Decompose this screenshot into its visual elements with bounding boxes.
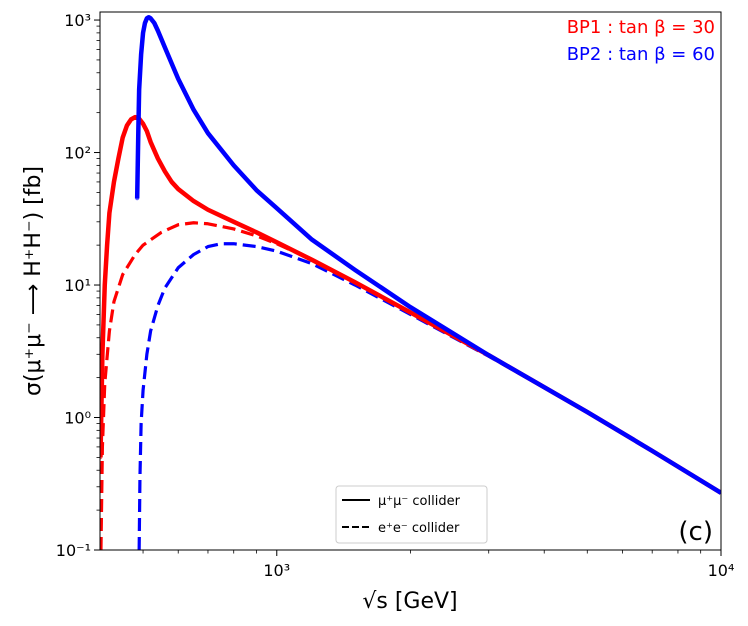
- threshold-point: [137, 87, 141, 92]
- x-tick-label: 10³: [263, 561, 290, 580]
- threshold-point: [139, 52, 143, 57]
- tick-layer: 10³ 10⁴ 10⁻¹ 10⁰ 10¹ 10² 10³: [56, 11, 735, 580]
- threshold-point: [100, 352, 105, 357]
- plot-frame: [99, 11, 722, 551]
- series-line-3: [137, 242, 721, 550]
- panel-label: (c): [678, 517, 713, 547]
- legend: μ⁺μ⁻ collider e⁺e⁻ collider: [335, 485, 488, 544]
- legend-box: [335, 485, 488, 544]
- series-layer: [100, 14, 721, 550]
- annotation-bp2: BP2 : tan β = 60: [567, 44, 715, 65]
- threshold-point: [102, 283, 107, 287]
- threshold-point: [100, 455, 103, 460]
- annotation-bp1: BP1 : tan β = 30: [567, 17, 715, 38]
- threshold-point: [135, 196, 139, 201]
- y-axis-label: σ(μ⁺μ⁻ ⟶ H⁺H⁻) [fb]: [21, 166, 46, 396]
- threshold-point: [141, 31, 145, 35]
- x-axis-label: √s [GeV]: [362, 589, 457, 614]
- threshold-point: [136, 127, 141, 132]
- y-tick-label: 10²: [64, 144, 91, 163]
- legend-label-ee: e⁺e⁻ collider: [378, 521, 460, 536]
- y-tick-label: 10³: [64, 11, 91, 30]
- x-tick-label: 10⁴: [708, 561, 735, 580]
- y-tick-label: 10⁰: [64, 409, 91, 428]
- y-tick-label: 10¹: [64, 276, 91, 295]
- series-line-0: [100, 114, 721, 495]
- threshold-point: [107, 211, 112, 215]
- legend-label-mumu: μ⁺μ⁻ collider: [378, 494, 461, 509]
- y-tick-label: 10⁻¹: [56, 541, 91, 560]
- threshold-point: [105, 243, 109, 247]
